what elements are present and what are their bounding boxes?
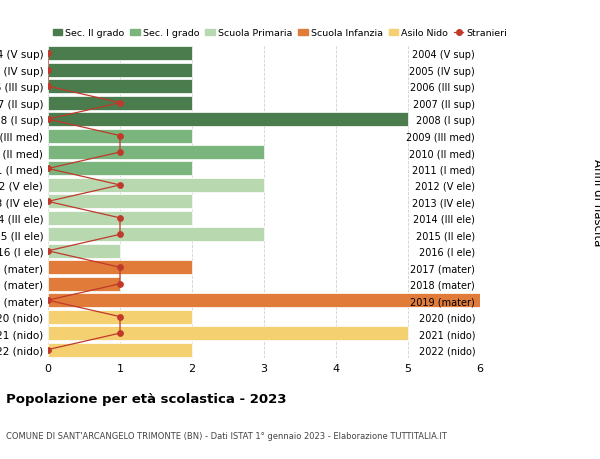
Point: [115, 313, 125, 321]
Point: [115, 231, 125, 239]
Bar: [48, 96, 192, 110]
Point: [43, 165, 53, 173]
Point: [43, 116, 53, 123]
Point: [43, 247, 53, 255]
Text: Anni di nascita: Anni di nascita: [591, 158, 600, 246]
Point: [43, 50, 53, 58]
Point: [115, 182, 125, 189]
Bar: [48, 212, 192, 225]
Point: [115, 133, 125, 140]
Point: [43, 83, 53, 90]
Point: [43, 346, 53, 353]
Point: [43, 67, 53, 74]
Bar: [48, 129, 192, 143]
Point: [43, 198, 53, 206]
Point: [43, 297, 53, 304]
Point: [115, 149, 125, 157]
Text: Popolazione per età scolastica - 2023: Popolazione per età scolastica - 2023: [6, 392, 287, 405]
Bar: [48, 146, 264, 160]
Point: [115, 100, 125, 107]
Bar: [48, 261, 192, 274]
Text: COMUNE DI SANT'ARCANGELO TRIMONTE (BN) - Dati ISTAT 1° gennaio 2023 - Elaborazio: COMUNE DI SANT'ARCANGELO TRIMONTE (BN) -…: [6, 431, 447, 441]
Bar: [48, 244, 120, 258]
Bar: [48, 343, 192, 357]
Bar: [48, 228, 264, 242]
Point: [115, 264, 125, 271]
Point: [115, 330, 125, 337]
Bar: [48, 80, 192, 94]
Point: [115, 215, 125, 222]
Bar: [48, 294, 480, 308]
Bar: [48, 179, 264, 192]
Bar: [48, 47, 192, 61]
Legend: Sec. II grado, Sec. I grado, Scuola Primaria, Scuola Infanzia, Asilo Nido, Stran: Sec. II grado, Sec. I grado, Scuola Prim…: [53, 29, 508, 38]
Bar: [48, 277, 120, 291]
Point: [115, 280, 125, 288]
Bar: [48, 113, 408, 127]
Bar: [48, 195, 192, 209]
Bar: [48, 310, 192, 324]
Bar: [48, 63, 192, 78]
Bar: [48, 326, 408, 341]
Bar: [48, 162, 192, 176]
